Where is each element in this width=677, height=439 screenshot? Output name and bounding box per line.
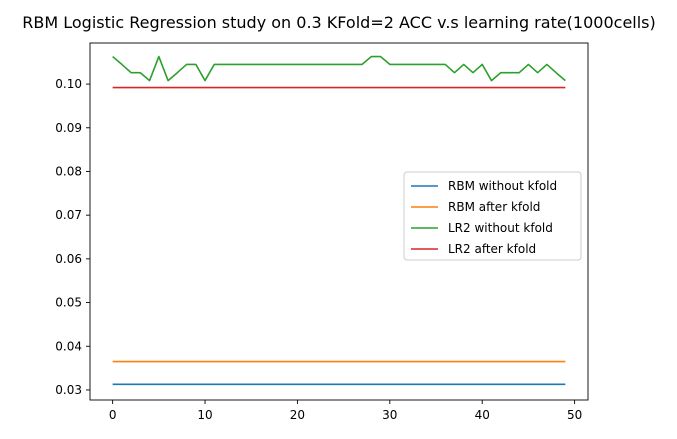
y-tick-label: 0.06 [55, 252, 82, 266]
y-tick-label: 0.09 [55, 121, 82, 135]
x-tick-label: 10 [197, 408, 212, 422]
x-tick-label: 40 [475, 408, 490, 422]
x-tick-label: 30 [382, 408, 397, 422]
legend-label-1: RBM after kfold [448, 200, 540, 214]
y-tick-label: 0.07 [55, 208, 82, 222]
y-tick-label: 0.10 [55, 77, 82, 91]
y-tick-label: 0.03 [55, 383, 82, 397]
series-line-2 [112, 55, 566, 82]
legend: RBM without kfold RBM after kfold LR2 with… [403, 171, 582, 261]
y-tick-label: 0.08 [55, 164, 82, 178]
legend-label-3: LR2 after kfold [448, 242, 536, 256]
legend-label-0: RBM without kfold [448, 179, 557, 193]
x-tick-label: 0 [109, 408, 117, 422]
x-tick-label: 50 [567, 408, 582, 422]
plot-area [112, 55, 566, 386]
legend-box [403, 171, 582, 261]
axes: 0 10 20 30 40 50 0.03 0.04 0.05 0.06 0.07 0.08 0.09 0… [55, 42, 589, 422]
plot-frame [89, 42, 589, 401]
legend-label-2: LR2 without kfold [448, 221, 553, 235]
x-tick-label: 20 [290, 408, 305, 422]
chart-title: RBM Logistic Regression study on 0.3 KFo… [22, 13, 656, 32]
y-tick-label: 0.05 [55, 296, 82, 310]
y-tick-label: 0.04 [55, 339, 82, 353]
